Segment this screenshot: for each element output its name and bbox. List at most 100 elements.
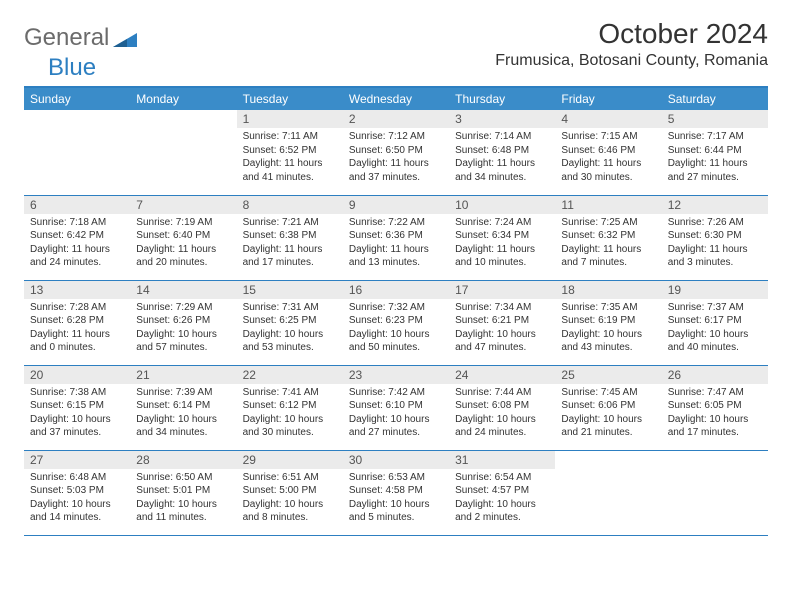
calendar-day-cell: 5Sunrise: 7:17 AMSunset: 6:44 PMDaylight… bbox=[662, 110, 768, 195]
calendar-day-cell: 8Sunrise: 7:21 AMSunset: 6:38 PMDaylight… bbox=[237, 195, 343, 280]
day-number: 29 bbox=[237, 451, 343, 469]
calendar-day-cell: 20Sunrise: 7:38 AMSunset: 6:15 PMDayligh… bbox=[24, 365, 130, 450]
day-content: Sunrise: 7:29 AMSunset: 6:26 PMDaylight:… bbox=[130, 299, 236, 359]
calendar-day-cell: 23Sunrise: 7:42 AMSunset: 6:10 PMDayligh… bbox=[343, 365, 449, 450]
day-number: 24 bbox=[449, 366, 555, 384]
day-number: 8 bbox=[237, 196, 343, 214]
calendar-day-cell: 10Sunrise: 7:24 AMSunset: 6:34 PMDayligh… bbox=[449, 195, 555, 280]
day-content: Sunrise: 7:15 AMSunset: 6:46 PMDaylight:… bbox=[555, 128, 661, 188]
calendar-day-cell: 24Sunrise: 7:44 AMSunset: 6:08 PMDayligh… bbox=[449, 365, 555, 450]
calendar-day-cell: 3Sunrise: 7:14 AMSunset: 6:48 PMDaylight… bbox=[449, 110, 555, 195]
logo: General bbox=[24, 24, 137, 52]
day-number: 19 bbox=[662, 281, 768, 299]
title-block: October 2024 Frumusica, Botosani County,… bbox=[495, 18, 768, 70]
calendar-day-cell: 13Sunrise: 7:28 AMSunset: 6:28 PMDayligh… bbox=[24, 280, 130, 365]
month-title: October 2024 bbox=[495, 18, 768, 50]
calendar-day-cell: 21Sunrise: 7:39 AMSunset: 6:14 PMDayligh… bbox=[130, 365, 236, 450]
calendar-day-cell bbox=[555, 450, 661, 535]
day-header: Friday bbox=[555, 87, 661, 110]
logo-text-general: General bbox=[24, 24, 109, 52]
day-number: 17 bbox=[449, 281, 555, 299]
calendar-day-cell: 9Sunrise: 7:22 AMSunset: 6:36 PMDaylight… bbox=[343, 195, 449, 280]
calendar-table: SundayMondayTuesdayWednesdayThursdayFrid… bbox=[24, 86, 768, 536]
day-number: 20 bbox=[24, 366, 130, 384]
calendar-week-row: 6Sunrise: 7:18 AMSunset: 6:42 PMDaylight… bbox=[24, 195, 768, 280]
calendar-day-cell: 14Sunrise: 7:29 AMSunset: 6:26 PMDayligh… bbox=[130, 280, 236, 365]
day-number: 15 bbox=[237, 281, 343, 299]
day-content: Sunrise: 7:41 AMSunset: 6:12 PMDaylight:… bbox=[237, 384, 343, 444]
day-content: Sunrise: 7:38 AMSunset: 6:15 PMDaylight:… bbox=[24, 384, 130, 444]
day-content: Sunrise: 7:17 AMSunset: 6:44 PMDaylight:… bbox=[662, 128, 768, 188]
day-header: Saturday bbox=[662, 87, 768, 110]
location: Frumusica, Botosani County, Romania bbox=[495, 52, 768, 70]
day-number: 16 bbox=[343, 281, 449, 299]
day-number: 2 bbox=[343, 110, 449, 128]
day-header: Thursday bbox=[449, 87, 555, 110]
calendar-day-cell: 17Sunrise: 7:34 AMSunset: 6:21 PMDayligh… bbox=[449, 280, 555, 365]
day-header: Tuesday bbox=[237, 87, 343, 110]
day-number: 30 bbox=[343, 451, 449, 469]
day-content: Sunrise: 7:25 AMSunset: 6:32 PMDaylight:… bbox=[555, 214, 661, 274]
day-header: Sunday bbox=[24, 87, 130, 110]
day-content: Sunrise: 7:34 AMSunset: 6:21 PMDaylight:… bbox=[449, 299, 555, 359]
day-content: Sunrise: 7:14 AMSunset: 6:48 PMDaylight:… bbox=[449, 128, 555, 188]
day-header: Monday bbox=[130, 87, 236, 110]
day-content: Sunrise: 7:35 AMSunset: 6:19 PMDaylight:… bbox=[555, 299, 661, 359]
calendar-day-cell: 29Sunrise: 6:51 AMSunset: 5:00 PMDayligh… bbox=[237, 450, 343, 535]
calendar-day-cell: 7Sunrise: 7:19 AMSunset: 6:40 PMDaylight… bbox=[130, 195, 236, 280]
logo-text-blue: Blue bbox=[48, 54, 96, 82]
calendar-day-cell: 12Sunrise: 7:26 AMSunset: 6:30 PMDayligh… bbox=[662, 195, 768, 280]
day-number: 12 bbox=[662, 196, 768, 214]
day-number: 5 bbox=[662, 110, 768, 128]
day-content: Sunrise: 7:24 AMSunset: 6:34 PMDaylight:… bbox=[449, 214, 555, 274]
day-content: Sunrise: 7:31 AMSunset: 6:25 PMDaylight:… bbox=[237, 299, 343, 359]
day-content: Sunrise: 7:21 AMSunset: 6:38 PMDaylight:… bbox=[237, 214, 343, 274]
calendar-day-cell: 4Sunrise: 7:15 AMSunset: 6:46 PMDaylight… bbox=[555, 110, 661, 195]
day-header: Wednesday bbox=[343, 87, 449, 110]
day-number: 9 bbox=[343, 196, 449, 214]
day-content: Sunrise: 6:48 AMSunset: 5:03 PMDaylight:… bbox=[24, 469, 130, 529]
calendar-day-cell bbox=[24, 110, 130, 195]
day-number: 18 bbox=[555, 281, 661, 299]
day-content: Sunrise: 6:51 AMSunset: 5:00 PMDaylight:… bbox=[237, 469, 343, 529]
calendar-body: 1Sunrise: 7:11 AMSunset: 6:52 PMDaylight… bbox=[24, 110, 768, 535]
calendar-day-cell: 15Sunrise: 7:31 AMSunset: 6:25 PMDayligh… bbox=[237, 280, 343, 365]
day-number: 7 bbox=[130, 196, 236, 214]
day-content: Sunrise: 7:37 AMSunset: 6:17 PMDaylight:… bbox=[662, 299, 768, 359]
day-content: Sunrise: 7:28 AMSunset: 6:28 PMDaylight:… bbox=[24, 299, 130, 359]
calendar-day-cell: 22Sunrise: 7:41 AMSunset: 6:12 PMDayligh… bbox=[237, 365, 343, 450]
calendar-day-cell: 28Sunrise: 6:50 AMSunset: 5:01 PMDayligh… bbox=[130, 450, 236, 535]
day-number: 10 bbox=[449, 196, 555, 214]
day-number: 22 bbox=[237, 366, 343, 384]
day-content: Sunrise: 7:12 AMSunset: 6:50 PMDaylight:… bbox=[343, 128, 449, 188]
day-content: Sunrise: 7:47 AMSunset: 6:05 PMDaylight:… bbox=[662, 384, 768, 444]
calendar-day-cell bbox=[130, 110, 236, 195]
day-content: Sunrise: 7:44 AMSunset: 6:08 PMDaylight:… bbox=[449, 384, 555, 444]
day-number: 28 bbox=[130, 451, 236, 469]
day-number: 21 bbox=[130, 366, 236, 384]
day-number: 1 bbox=[237, 110, 343, 128]
day-content: Sunrise: 7:45 AMSunset: 6:06 PMDaylight:… bbox=[555, 384, 661, 444]
day-content: Sunrise: 7:11 AMSunset: 6:52 PMDaylight:… bbox=[237, 128, 343, 188]
calendar-day-cell: 31Sunrise: 6:54 AMSunset: 4:57 PMDayligh… bbox=[449, 450, 555, 535]
calendar-day-cell: 27Sunrise: 6:48 AMSunset: 5:03 PMDayligh… bbox=[24, 450, 130, 535]
logo-triangle-icon bbox=[113, 29, 137, 47]
calendar-day-cell: 2Sunrise: 7:12 AMSunset: 6:50 PMDaylight… bbox=[343, 110, 449, 195]
calendar-day-cell: 26Sunrise: 7:47 AMSunset: 6:05 PMDayligh… bbox=[662, 365, 768, 450]
calendar-week-row: 13Sunrise: 7:28 AMSunset: 6:28 PMDayligh… bbox=[24, 280, 768, 365]
day-number: 27 bbox=[24, 451, 130, 469]
day-content: Sunrise: 7:26 AMSunset: 6:30 PMDaylight:… bbox=[662, 214, 768, 274]
calendar-day-cell: 25Sunrise: 7:45 AMSunset: 6:06 PMDayligh… bbox=[555, 365, 661, 450]
day-number: 6 bbox=[24, 196, 130, 214]
day-content: Sunrise: 6:53 AMSunset: 4:58 PMDaylight:… bbox=[343, 469, 449, 529]
calendar-day-cell: 1Sunrise: 7:11 AMSunset: 6:52 PMDaylight… bbox=[237, 110, 343, 195]
calendar-day-cell: 16Sunrise: 7:32 AMSunset: 6:23 PMDayligh… bbox=[343, 280, 449, 365]
calendar-day-cell: 11Sunrise: 7:25 AMSunset: 6:32 PMDayligh… bbox=[555, 195, 661, 280]
day-content: Sunrise: 7:19 AMSunset: 6:40 PMDaylight:… bbox=[130, 214, 236, 274]
calendar-day-cell: 18Sunrise: 7:35 AMSunset: 6:19 PMDayligh… bbox=[555, 280, 661, 365]
calendar-week-row: 20Sunrise: 7:38 AMSunset: 6:15 PMDayligh… bbox=[24, 365, 768, 450]
day-number: 26 bbox=[662, 366, 768, 384]
day-number: 13 bbox=[24, 281, 130, 299]
day-number: 23 bbox=[343, 366, 449, 384]
day-number: 3 bbox=[449, 110, 555, 128]
